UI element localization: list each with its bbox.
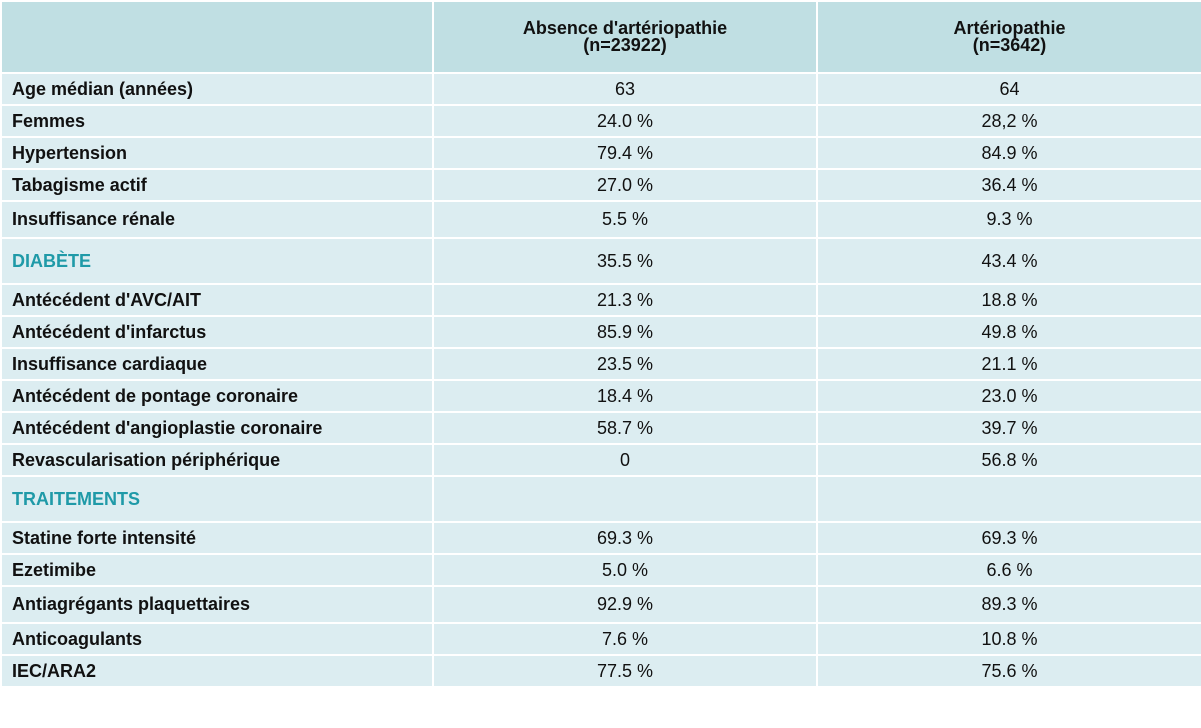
arteriopathie-value: 56.8 % [818, 445, 1201, 475]
absence-value: 0 [434, 445, 816, 475]
row-label: IEC/ARA2 [2, 656, 432, 686]
row-label: Antiagrégants plaquettaires [2, 587, 432, 622]
arteriopathie-value: 18.8 % [818, 285, 1201, 315]
row-label: Anticoagulants [2, 624, 432, 654]
table-row: Antécédent d'infarctus 85.9 % 49.8 % [2, 317, 1201, 347]
arteriopathie-value: 43.4 % [818, 239, 1201, 283]
table-row: IEC/ARA2 77.5 % 75.6 % [2, 656, 1201, 686]
arteriopathie-value: 89.3 % [818, 587, 1201, 622]
table-row-traitements-section: TRAITEMENTS [2, 477, 1201, 521]
table-row: Hypertension 79.4 % 84.9 % [2, 138, 1201, 168]
row-label: Antécédent d'angioplastie coronaire [2, 413, 432, 443]
table-row: Antécédent d'angioplastie coronaire 58.7… [2, 413, 1201, 443]
arteriopathie-value: 75.6 % [818, 656, 1201, 686]
absence-value: 5.0 % [434, 555, 816, 585]
header-arteriopathie-column: Artériopathie (n=3642) [818, 2, 1201, 72]
header-absence-column: Absence d'artériopathie (n=23922) [434, 2, 816, 72]
row-label: Insuffisance rénale [2, 202, 432, 237]
absence-value [434, 477, 816, 521]
table-row: Insuffisance rénale 5.5 % 9.3 % [2, 202, 1201, 237]
absence-value: 18.4 % [434, 381, 816, 411]
absence-value: 24.0 % [434, 106, 816, 136]
header-arteriopathie-title: Artériopathie [953, 18, 1066, 38]
table-row-diabete-section: DIABÈTE 35.5 % 43.4 % [2, 239, 1201, 283]
header-blank-cell [2, 2, 432, 72]
row-label: Age médian (années) [2, 74, 432, 104]
comparison-table: Absence d'artériopathie (n=23922) Artéri… [2, 2, 1201, 686]
table-row: Femmes 24.0 % 28,2 % [2, 106, 1201, 136]
absence-value: 85.9 % [434, 317, 816, 347]
arteriopathie-value: 69.3 % [818, 523, 1201, 553]
arteriopathie-value: 36.4 % [818, 170, 1201, 200]
header-absence-count: (n=23922) [583, 35, 667, 55]
row-label: Ezetimibe [2, 555, 432, 585]
table-row: Ezetimibe 5.0 % 6.6 % [2, 555, 1201, 585]
absence-value: 21.3 % [434, 285, 816, 315]
arteriopathie-value: 23.0 % [818, 381, 1201, 411]
table-row: Age médian (années) 63 64 [2, 74, 1201, 104]
arteriopathie-value: 39.7 % [818, 413, 1201, 443]
header-arteriopathie-count: (n=3642) [972, 35, 1047, 55]
row-label: Tabagisme actif [2, 170, 432, 200]
table-row: Revascularisation périphérique 0 56.8 % [2, 445, 1201, 475]
table-row: Insuffisance cardiaque 23.5 % 21.1 % [2, 349, 1201, 379]
section-label-diabete: DIABÈTE [2, 239, 432, 283]
row-label: Femmes [2, 106, 432, 136]
arteriopathie-value: 49.8 % [818, 317, 1201, 347]
header-absence-title: Absence d'artériopathie [522, 18, 728, 38]
row-label: Antécédent de pontage coronaire [2, 381, 432, 411]
arteriopathie-value: 28,2 % [818, 106, 1201, 136]
absence-value: 79.4 % [434, 138, 816, 168]
arteriopathie-value: 9.3 % [818, 202, 1201, 237]
header-row: Absence d'artériopathie (n=23922) Artéri… [2, 2, 1201, 72]
arteriopathie-value: 10.8 % [818, 624, 1201, 654]
absence-value: 92.9 % [434, 587, 816, 622]
row-label: Antécédent d'AVC/AIT [2, 285, 432, 315]
table-row: Antiagrégants plaquettaires 92.9 % 89.3 … [2, 587, 1201, 622]
absence-value: 27.0 % [434, 170, 816, 200]
arteriopathie-value: 6.6 % [818, 555, 1201, 585]
absence-value: 23.5 % [434, 349, 816, 379]
table-row: Tabagisme actif 27.0 % 36.4 % [2, 170, 1201, 200]
arteriopathie-value [818, 477, 1201, 521]
arteriopathie-value: 21.1 % [818, 349, 1201, 379]
absence-value: 69.3 % [434, 523, 816, 553]
absence-value: 77.5 % [434, 656, 816, 686]
table-row: Antécédent d'AVC/AIT 21.3 % 18.8 % [2, 285, 1201, 315]
row-label: Statine forte intensité [2, 523, 432, 553]
table-row: Anticoagulants 7.6 % 10.8 % [2, 624, 1201, 654]
row-label: Hypertension [2, 138, 432, 168]
arteriopathie-value: 84.9 % [818, 138, 1201, 168]
row-label: Antécédent d'infarctus [2, 317, 432, 347]
absence-value: 35.5 % [434, 239, 816, 283]
row-label: Insuffisance cardiaque [2, 349, 432, 379]
section-label-traitements: TRAITEMENTS [2, 477, 432, 521]
absence-value: 5.5 % [434, 202, 816, 237]
absence-value: 58.7 % [434, 413, 816, 443]
absence-value: 63 [434, 74, 816, 104]
row-label: Revascularisation périphérique [2, 445, 432, 475]
arteriopathie-value: 64 [818, 74, 1201, 104]
absence-value: 7.6 % [434, 624, 816, 654]
table-row: Statine forte intensité 69.3 % 69.3 % [2, 523, 1201, 553]
table-row: Antécédent de pontage coronaire 18.4 % 2… [2, 381, 1201, 411]
